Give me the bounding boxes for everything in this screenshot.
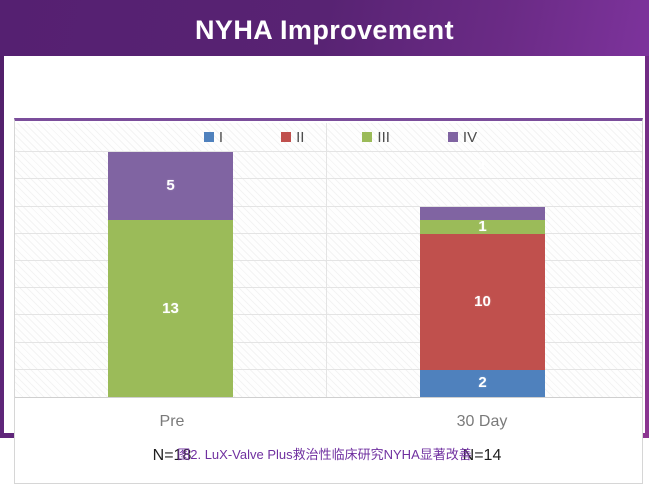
figure-caption: 图2. LuX-Valve Plus救治性临床研究NYHA显著改善 [177, 447, 472, 462]
legend-swatch-icon [281, 132, 292, 142]
bar-value-label: 10 [474, 292, 491, 310]
bar-value-label: 1 [478, 218, 487, 236]
bar-value-label-outside: 1 [478, 155, 487, 173]
gridline [15, 287, 642, 289]
legend-item-II: II [281, 129, 304, 146]
gridline [15, 232, 642, 234]
category-divider [326, 123, 327, 397]
legend-label: IV [462, 128, 478, 146]
legend-swatch-icon [203, 132, 214, 142]
chart-legend: I II III IV [15, 126, 642, 148]
chart-title: NYHA Improvement [195, 14, 454, 45]
gridline [15, 260, 642, 261]
legend-item-I: I [203, 128, 224, 146]
gridline [15, 178, 642, 180]
bar-value-label: 13 [162, 299, 179, 317]
legend-item-IV: IV [447, 128, 478, 146]
n-count-label: N=18 [152, 447, 192, 464]
chart-panel: I II III IV 13 5 2 10 1 1 Pre N=18 30 Day N=14 [14, 118, 643, 484]
chart-header: NYHA Improvement [0, 0, 649, 56]
bar-value-label: 2 [478, 374, 487, 392]
gridline [15, 368, 642, 370]
plot-area: I II III IV 13 5 2 10 1 1 [15, 123, 642, 398]
n-count-label: N=14 [462, 447, 502, 464]
legend-swatch-icon [362, 132, 373, 142]
x-axis-label-pre: Pre [159, 413, 185, 430]
gridline [15, 151, 642, 153]
card-body: I II III IV 13 5 2 10 1 1 Pre N=18 30 Day N=14 [4, 56, 645, 484]
legend-label: I [218, 128, 224, 146]
gridline [15, 341, 642, 343]
bar-segment-IV [420, 206, 545, 221]
legend-label: II [296, 128, 305, 146]
figure-caption-row: 图2. LuX-Valve Plus救治性临床研究NYHA显著改善 [0, 444, 649, 464]
bar-segment-IV: 5 [108, 152, 233, 221]
x-axis-label-30day: 30 Day [456, 413, 508, 430]
legend-swatch-icon [447, 132, 458, 142]
gridline [15, 314, 642, 316]
legend-item-III: III [362, 129, 390, 146]
legend-label: III [377, 128, 390, 146]
bar-segment-II: 10 [420, 233, 545, 370]
bar-segment-III: 1 [420, 218, 545, 236]
gridline [15, 205, 642, 207]
bar-segment-I: 2 [420, 369, 545, 397]
bar-value-label: 5 [166, 177, 175, 195]
bar-segment-III: 13 [108, 220, 233, 397]
